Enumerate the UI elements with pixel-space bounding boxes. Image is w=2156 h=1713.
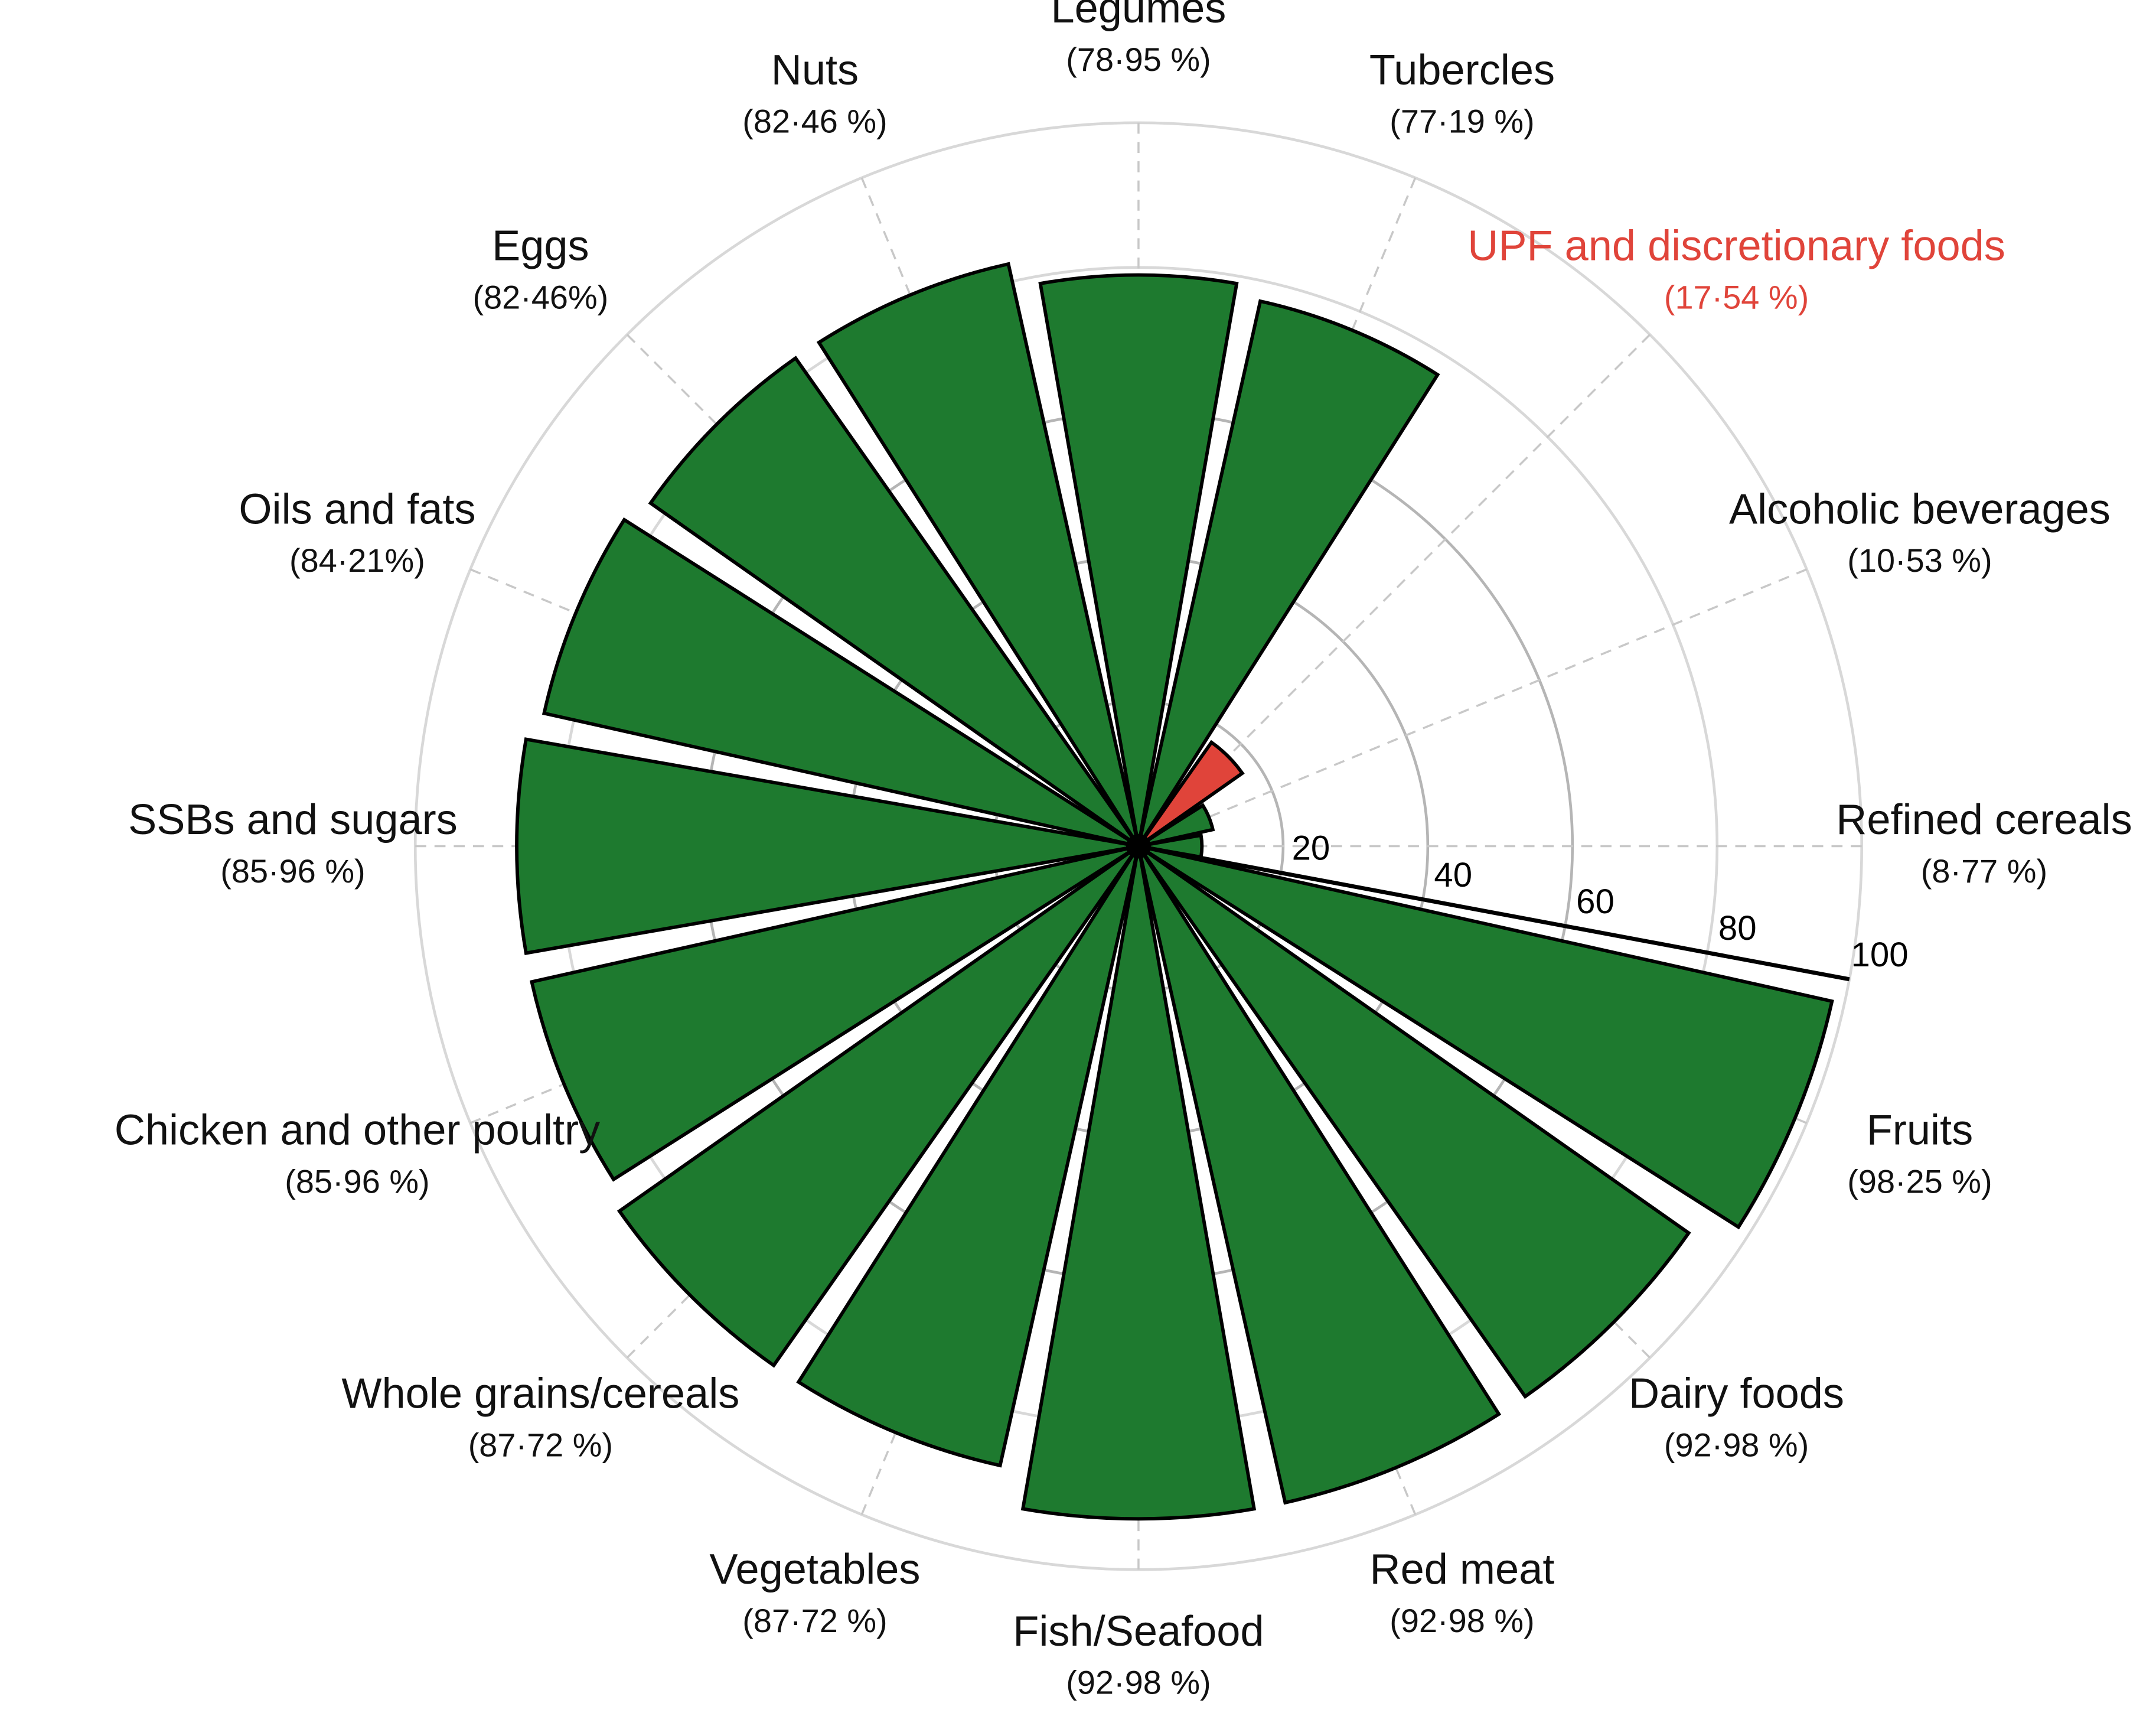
- bar: [1137, 740, 1245, 848]
- category-label: Refined cereals: [1836, 796, 2132, 844]
- r-tick-label: 60: [1576, 882, 1614, 921]
- value-label: (82·46 %): [742, 103, 887, 140]
- bar: [515, 737, 1139, 955]
- value-label: (98·25 %): [1847, 1163, 1992, 1200]
- category-label: Red meat: [1369, 1546, 1554, 1593]
- value-label: (84·21%): [289, 542, 425, 579]
- r-tick-label: 80: [1718, 909, 1757, 947]
- value-label: (92·98 %): [1390, 1602, 1534, 1639]
- bar: [648, 356, 1140, 848]
- category-label: Vegetables: [709, 1546, 920, 1593]
- value-label: (87·72 %): [468, 1426, 613, 1463]
- bar: [1020, 846, 1257, 1521]
- value-label: (92·98 %): [1066, 1664, 1211, 1701]
- category-label: SSBs and sugars: [128, 796, 458, 844]
- category-label: Fish/Seafood: [1013, 1608, 1264, 1655]
- center-dot: [1126, 833, 1151, 859]
- bar: [816, 262, 1140, 848]
- spoke: [1138, 568, 1808, 848]
- value-label: (78·95 %): [1066, 41, 1211, 78]
- bar: [617, 845, 1140, 1368]
- category-label: Oils and fats: [239, 486, 475, 533]
- category-label: Tubercles: [1369, 47, 1555, 94]
- category-label: Fruits: [1867, 1107, 1973, 1154]
- r-tick-label: 100: [1851, 936, 1908, 974]
- bar: [1137, 844, 1834, 1230]
- value-label: (77·19 %): [1390, 103, 1534, 140]
- bar: [1137, 299, 1440, 848]
- category-label: Eggs: [492, 223, 589, 270]
- category-label: Alcoholic beverages: [1729, 486, 2111, 533]
- bar: [1137, 803, 1215, 848]
- value-label: (8·77 %): [1921, 852, 2047, 890]
- category-label: Whole grains/cereals: [341, 1370, 739, 1417]
- category-label: UPF and discretionary foods: [1467, 223, 2005, 270]
- bar: [1137, 845, 1502, 1505]
- value-label: (10·53 %): [1847, 542, 1992, 579]
- value-label: (17·54 %): [1664, 278, 1809, 315]
- category-label: Dairy foods: [1629, 1370, 1844, 1417]
- value-label: (87·72 %): [742, 1602, 887, 1639]
- r-tick-label: 40: [1434, 856, 1472, 894]
- bar: [1137, 845, 1691, 1399]
- category-label: Nuts: [771, 47, 859, 94]
- value-label: (92·98 %): [1664, 1426, 1809, 1463]
- category-label: Chicken and other poultry: [115, 1107, 600, 1154]
- value-label: (85·96 %): [285, 1163, 429, 1200]
- bar: [796, 845, 1140, 1468]
- radial-axis: [1138, 844, 1850, 982]
- r-tick-label: 20: [1292, 829, 1330, 868]
- value-label: (82·46%): [472, 278, 608, 315]
- bar: [1038, 273, 1239, 847]
- bar: [542, 517, 1140, 848]
- bar: [530, 844, 1140, 1182]
- value-label: (85·96 %): [220, 852, 365, 890]
- category-label: Legumes: [1051, 0, 1226, 32]
